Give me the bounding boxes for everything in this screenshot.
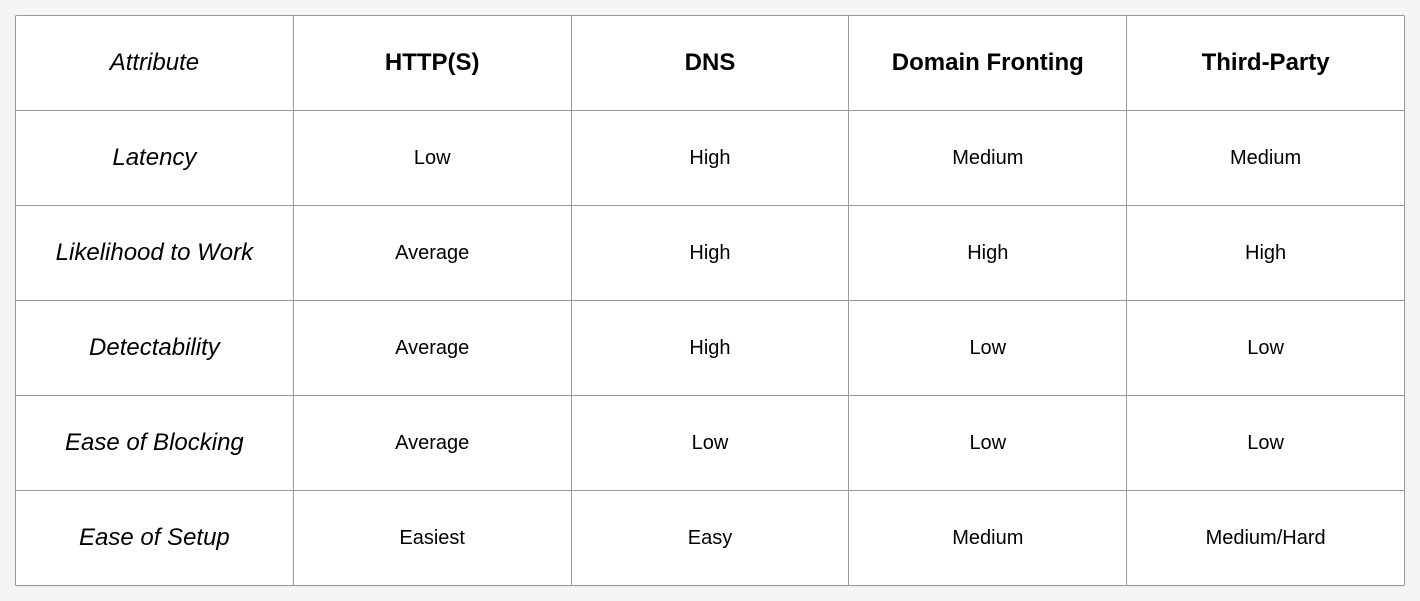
cell-ease-setup-dns: Easy xyxy=(571,491,849,586)
table-row: Ease of Blocking Average Low Low Low xyxy=(16,396,1405,491)
cell-likelihood-https: Average xyxy=(293,206,571,301)
table-row: Latency Low High Medium Medium xyxy=(16,111,1405,206)
cell-detectability-dns: High xyxy=(571,301,849,396)
cell-latency-domain-fronting: Medium xyxy=(849,111,1127,206)
comparison-table-wrapper: Attribute HTTP(S) DNS Domain Fronting Th… xyxy=(15,15,1405,586)
cell-ease-setup-domain-fronting: Medium xyxy=(849,491,1127,586)
cell-likelihood-dns: High xyxy=(571,206,849,301)
cell-detectability-third-party: Low xyxy=(1127,301,1405,396)
col-header-third-party: Third-Party xyxy=(1127,16,1405,111)
cell-ease-blocking-domain-fronting: Low xyxy=(849,396,1127,491)
table-head: Attribute HTTP(S) DNS Domain Fronting Th… xyxy=(16,16,1405,111)
table-row: Likelihood to Work Average High High Hig… xyxy=(16,206,1405,301)
col-header-dns: DNS xyxy=(571,16,849,111)
row-header-ease-setup: Ease of Setup xyxy=(16,491,294,586)
cell-detectability-domain-fronting: Low xyxy=(849,301,1127,396)
row-header-latency: Latency xyxy=(16,111,294,206)
table-row: Detectability Average High Low Low xyxy=(16,301,1405,396)
cell-ease-blocking-third-party: Low xyxy=(1127,396,1405,491)
cell-latency-third-party: Medium xyxy=(1127,111,1405,206)
row-header-ease-blocking: Ease of Blocking xyxy=(16,396,294,491)
col-header-domain-fronting: Domain Fronting xyxy=(849,16,1127,111)
cell-ease-setup-third-party: Medium/Hard xyxy=(1127,491,1405,586)
table-row: Ease of Setup Easiest Easy Medium Medium… xyxy=(16,491,1405,586)
cell-ease-blocking-https: Average xyxy=(293,396,571,491)
row-header-likelihood: Likelihood to Work xyxy=(16,206,294,301)
corner-header: Attribute xyxy=(16,16,294,111)
table-body: Latency Low High Medium Medium Likelihoo… xyxy=(16,111,1405,586)
cell-likelihood-domain-fronting: High xyxy=(849,206,1127,301)
cell-ease-blocking-dns: Low xyxy=(571,396,849,491)
col-header-https: HTTP(S) xyxy=(293,16,571,111)
cell-detectability-https: Average xyxy=(293,301,571,396)
comparison-table: Attribute HTTP(S) DNS Domain Fronting Th… xyxy=(15,15,1405,586)
row-header-detectability: Detectability xyxy=(16,301,294,396)
cell-latency-dns: High xyxy=(571,111,849,206)
cell-likelihood-third-party: High xyxy=(1127,206,1405,301)
cell-ease-setup-https: Easiest xyxy=(293,491,571,586)
cell-latency-https: Low xyxy=(293,111,571,206)
table-header-row: Attribute HTTP(S) DNS Domain Fronting Th… xyxy=(16,16,1405,111)
